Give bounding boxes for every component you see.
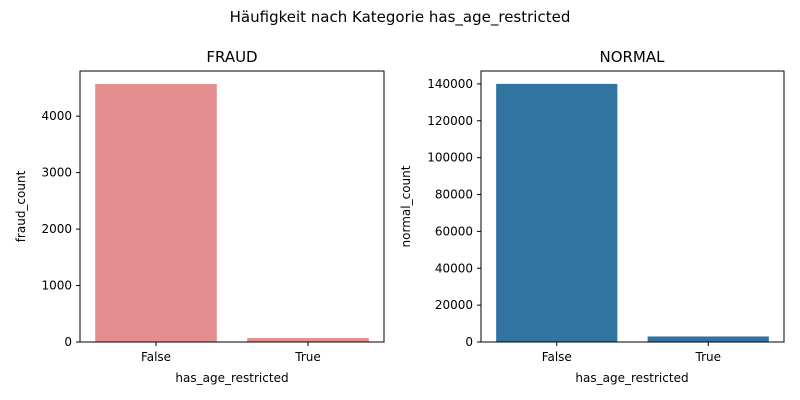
chart-fraud-ylabel: fraud_count — [14, 170, 28, 242]
chart-normal: NORMAL False True 0 20000 40000 60000 80000 100… — [399, 48, 785, 385]
chart-fraud-ytick-label: 3000 — [41, 166, 72, 180]
chart-normal-ytick-label: 20000 — [435, 298, 473, 312]
chart-normal-xlabel: has_age_restricted — [575, 371, 688, 385]
chart-fraud-ytick-label: 1000 — [41, 279, 72, 293]
chart-normal-title: NORMAL — [599, 48, 665, 66]
chart-fraud-axes: False True 0 1000 2000 3000 4000 — [41, 109, 320, 364]
chart-normal-axes: False True 0 20000 40000 60000 80000 100000 1200… — [427, 77, 721, 364]
chart-normal-ytick-label: 60000 — [435, 224, 473, 238]
chart-fraud-bar-false — [95, 83, 217, 343]
chart-normal-ytick-label: 0 — [465, 335, 473, 349]
chart-normal-frame — [480, 70, 785, 343]
chart-normal-xtick-label: True — [695, 350, 722, 364]
chart-normal-ytick-label: 100000 — [427, 151, 473, 165]
chart-fraud-title: FRAUD — [206, 48, 257, 66]
chart-fraud-ytick-label: 4000 — [41, 109, 72, 123]
chart-normal-bar-false — [496, 83, 618, 343]
chart-fraud-bar-true — [247, 338, 369, 342]
chart-fraud-frame — [79, 70, 385, 343]
chart-fraud-xtick-label: True — [294, 350, 321, 364]
figure-title: Häufigkeit nach Kategorie has_age_restri… — [230, 8, 571, 27]
chart-normal-bars — [496, 83, 769, 343]
chart-normal-ytick-label: 40000 — [435, 261, 473, 275]
chart-normal-bar-true — [647, 336, 769, 342]
chart-normal-ytick-label: 140000 — [427, 77, 473, 91]
chart-normal-ytick-label: 120000 — [427, 114, 473, 128]
chart-fraud-xtick-label: False — [141, 350, 171, 364]
chart-normal-ytick-label: 80000 — [435, 188, 473, 202]
chart-fraud-xlabel: has_age_restricted — [175, 371, 288, 385]
chart-normal-ylabel: normal_count — [399, 165, 413, 247]
chart-fraud-ytick-label: 2000 — [41, 222, 72, 236]
chart-normal-xtick-label: False — [542, 350, 572, 364]
chart-fraud: FRAUD False True 0 1000 2000 3000 4000 has_age… — [14, 48, 385, 385]
chart-fraud-bars — [95, 83, 369, 343]
chart-fraud-ytick-label: 0 — [64, 335, 72, 349]
